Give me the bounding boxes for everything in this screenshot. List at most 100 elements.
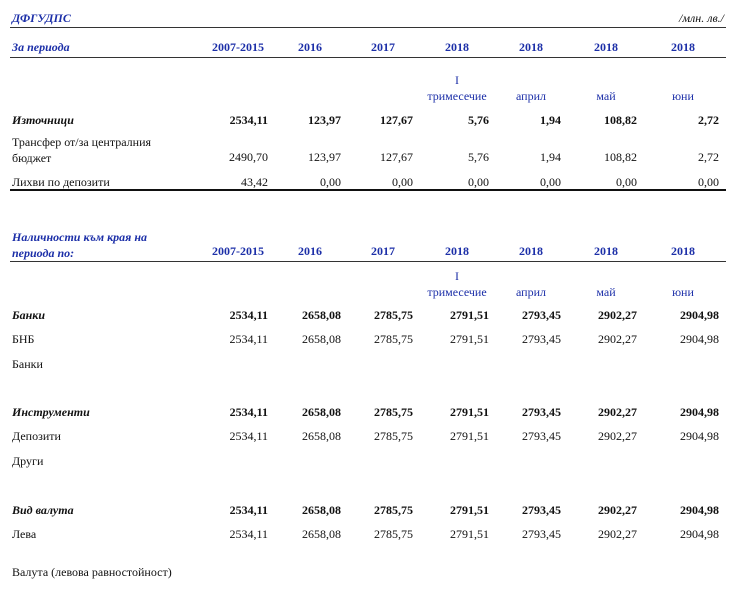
sub-header: май xyxy=(596,285,616,299)
column-header: 2018 xyxy=(671,40,695,54)
row-label: Депозити xyxy=(12,429,61,443)
cell: 2793,45 xyxy=(522,405,561,419)
cell: 0,00 xyxy=(320,175,341,189)
sub-header: I тримесечие xyxy=(427,269,487,299)
cell: 2902,27 xyxy=(598,308,637,322)
cell: 0,00 xyxy=(698,175,719,189)
cell: 127,67 xyxy=(380,113,413,127)
unit: /млн. лв./ xyxy=(679,11,724,25)
cell: 0,00 xyxy=(468,175,489,189)
cell: 123,97 xyxy=(308,113,341,127)
cell: 2793,45 xyxy=(522,429,561,443)
row-label: Източници xyxy=(12,113,74,127)
rule xyxy=(10,27,726,28)
cell: 2658,08 xyxy=(302,405,341,419)
cell: 1,94 xyxy=(540,113,561,127)
column-header: 2018 xyxy=(519,40,543,54)
cell: 2,72 xyxy=(698,113,719,127)
row-label: Банки xyxy=(12,357,43,371)
cell: 2904,98 xyxy=(680,405,719,419)
cell: 2904,98 xyxy=(680,308,719,322)
cell: 127,67 xyxy=(380,150,413,164)
cell: 1,94 xyxy=(540,150,561,164)
cell: 2791,51 xyxy=(450,503,489,517)
row-label: Трансфер от/за централния бюджет xyxy=(12,135,152,165)
row-label: Инструменти xyxy=(12,405,90,419)
cell: 2785,75 xyxy=(374,332,413,346)
row-label: Вид валута xyxy=(12,503,74,517)
cell: 2534,11 xyxy=(229,113,268,127)
cell: 2904,98 xyxy=(680,527,719,541)
sub-header: май xyxy=(596,89,616,103)
cell: 2658,08 xyxy=(302,527,341,541)
row-label: Банки xyxy=(12,308,46,322)
section-label: За периода xyxy=(12,40,70,54)
cell: 2793,45 xyxy=(522,332,561,346)
rule xyxy=(10,57,726,58)
cell: 108,82 xyxy=(604,113,637,127)
column-header: 2017 xyxy=(371,244,395,258)
row-label: БНБ xyxy=(12,332,35,346)
sub-header: април xyxy=(516,285,546,299)
row-label: Други xyxy=(12,454,44,468)
cell: 5,76 xyxy=(468,150,489,164)
cell: 2534,11 xyxy=(229,527,268,541)
cell: 2658,08 xyxy=(302,429,341,443)
sub-header: април xyxy=(516,89,546,103)
column-header: 2018 xyxy=(445,40,469,54)
cell: 2793,45 xyxy=(522,503,561,517)
cell: 2791,51 xyxy=(450,527,489,541)
cell: 2904,98 xyxy=(680,503,719,517)
cell: 2534,11 xyxy=(229,503,268,517)
cell: 2534,11 xyxy=(229,405,268,419)
column-header: 2018 xyxy=(594,244,618,258)
cell: 5,76 xyxy=(468,113,489,127)
rule xyxy=(10,261,726,262)
column-header: 2018 xyxy=(445,244,469,258)
cell: 2785,75 xyxy=(374,527,413,541)
cell: 43,42 xyxy=(241,175,268,189)
row-label: Лева xyxy=(12,527,37,541)
sub-header: юни xyxy=(672,89,694,103)
cell: 2785,75 xyxy=(374,405,413,419)
column-header: 2007-2015 xyxy=(212,244,264,258)
cell: 2902,27 xyxy=(598,527,637,541)
column-header: 2016 xyxy=(298,244,322,258)
column-header: 2018 xyxy=(671,244,695,258)
cell: 2658,08 xyxy=(302,332,341,346)
cell: 2785,75 xyxy=(374,503,413,517)
cell: 2658,08 xyxy=(302,308,341,322)
cell: 2,72 xyxy=(698,150,719,164)
section-label: Наличности към края на периода по: xyxy=(12,230,148,260)
rule xyxy=(10,189,726,191)
cell: 2791,51 xyxy=(450,308,489,322)
cell: 2791,51 xyxy=(450,405,489,419)
cell: 2902,27 xyxy=(598,405,637,419)
cell: 2904,98 xyxy=(680,429,719,443)
cell: 0,00 xyxy=(616,175,637,189)
cell: 2791,51 xyxy=(450,429,489,443)
cell: 2658,08 xyxy=(302,503,341,517)
cell: 2904,98 xyxy=(680,332,719,346)
cell: 2902,27 xyxy=(598,332,637,346)
cell: 2785,75 xyxy=(374,308,413,322)
sub-header: I тримесечие xyxy=(427,73,487,103)
cell: 123,97 xyxy=(308,150,341,164)
cell: 2793,45 xyxy=(522,308,561,322)
cell: 2490,70 xyxy=(229,150,268,164)
cell: 2534,11 xyxy=(229,308,268,322)
cell: 108,82 xyxy=(604,150,637,164)
sub-header: юни xyxy=(672,285,694,299)
column-header: 2007-2015 xyxy=(212,40,264,54)
column-header: 2016 xyxy=(298,40,322,54)
cell: 2534,11 xyxy=(229,332,268,346)
column-header: 2018 xyxy=(594,40,618,54)
cell: 2902,27 xyxy=(598,429,637,443)
title: ДФГУДПС xyxy=(12,11,71,25)
cell: 2791,51 xyxy=(450,332,489,346)
cell: 2902,27 xyxy=(598,503,637,517)
column-header: 2018 xyxy=(519,244,543,258)
cell: 0,00 xyxy=(540,175,561,189)
cell: 2785,75 xyxy=(374,429,413,443)
